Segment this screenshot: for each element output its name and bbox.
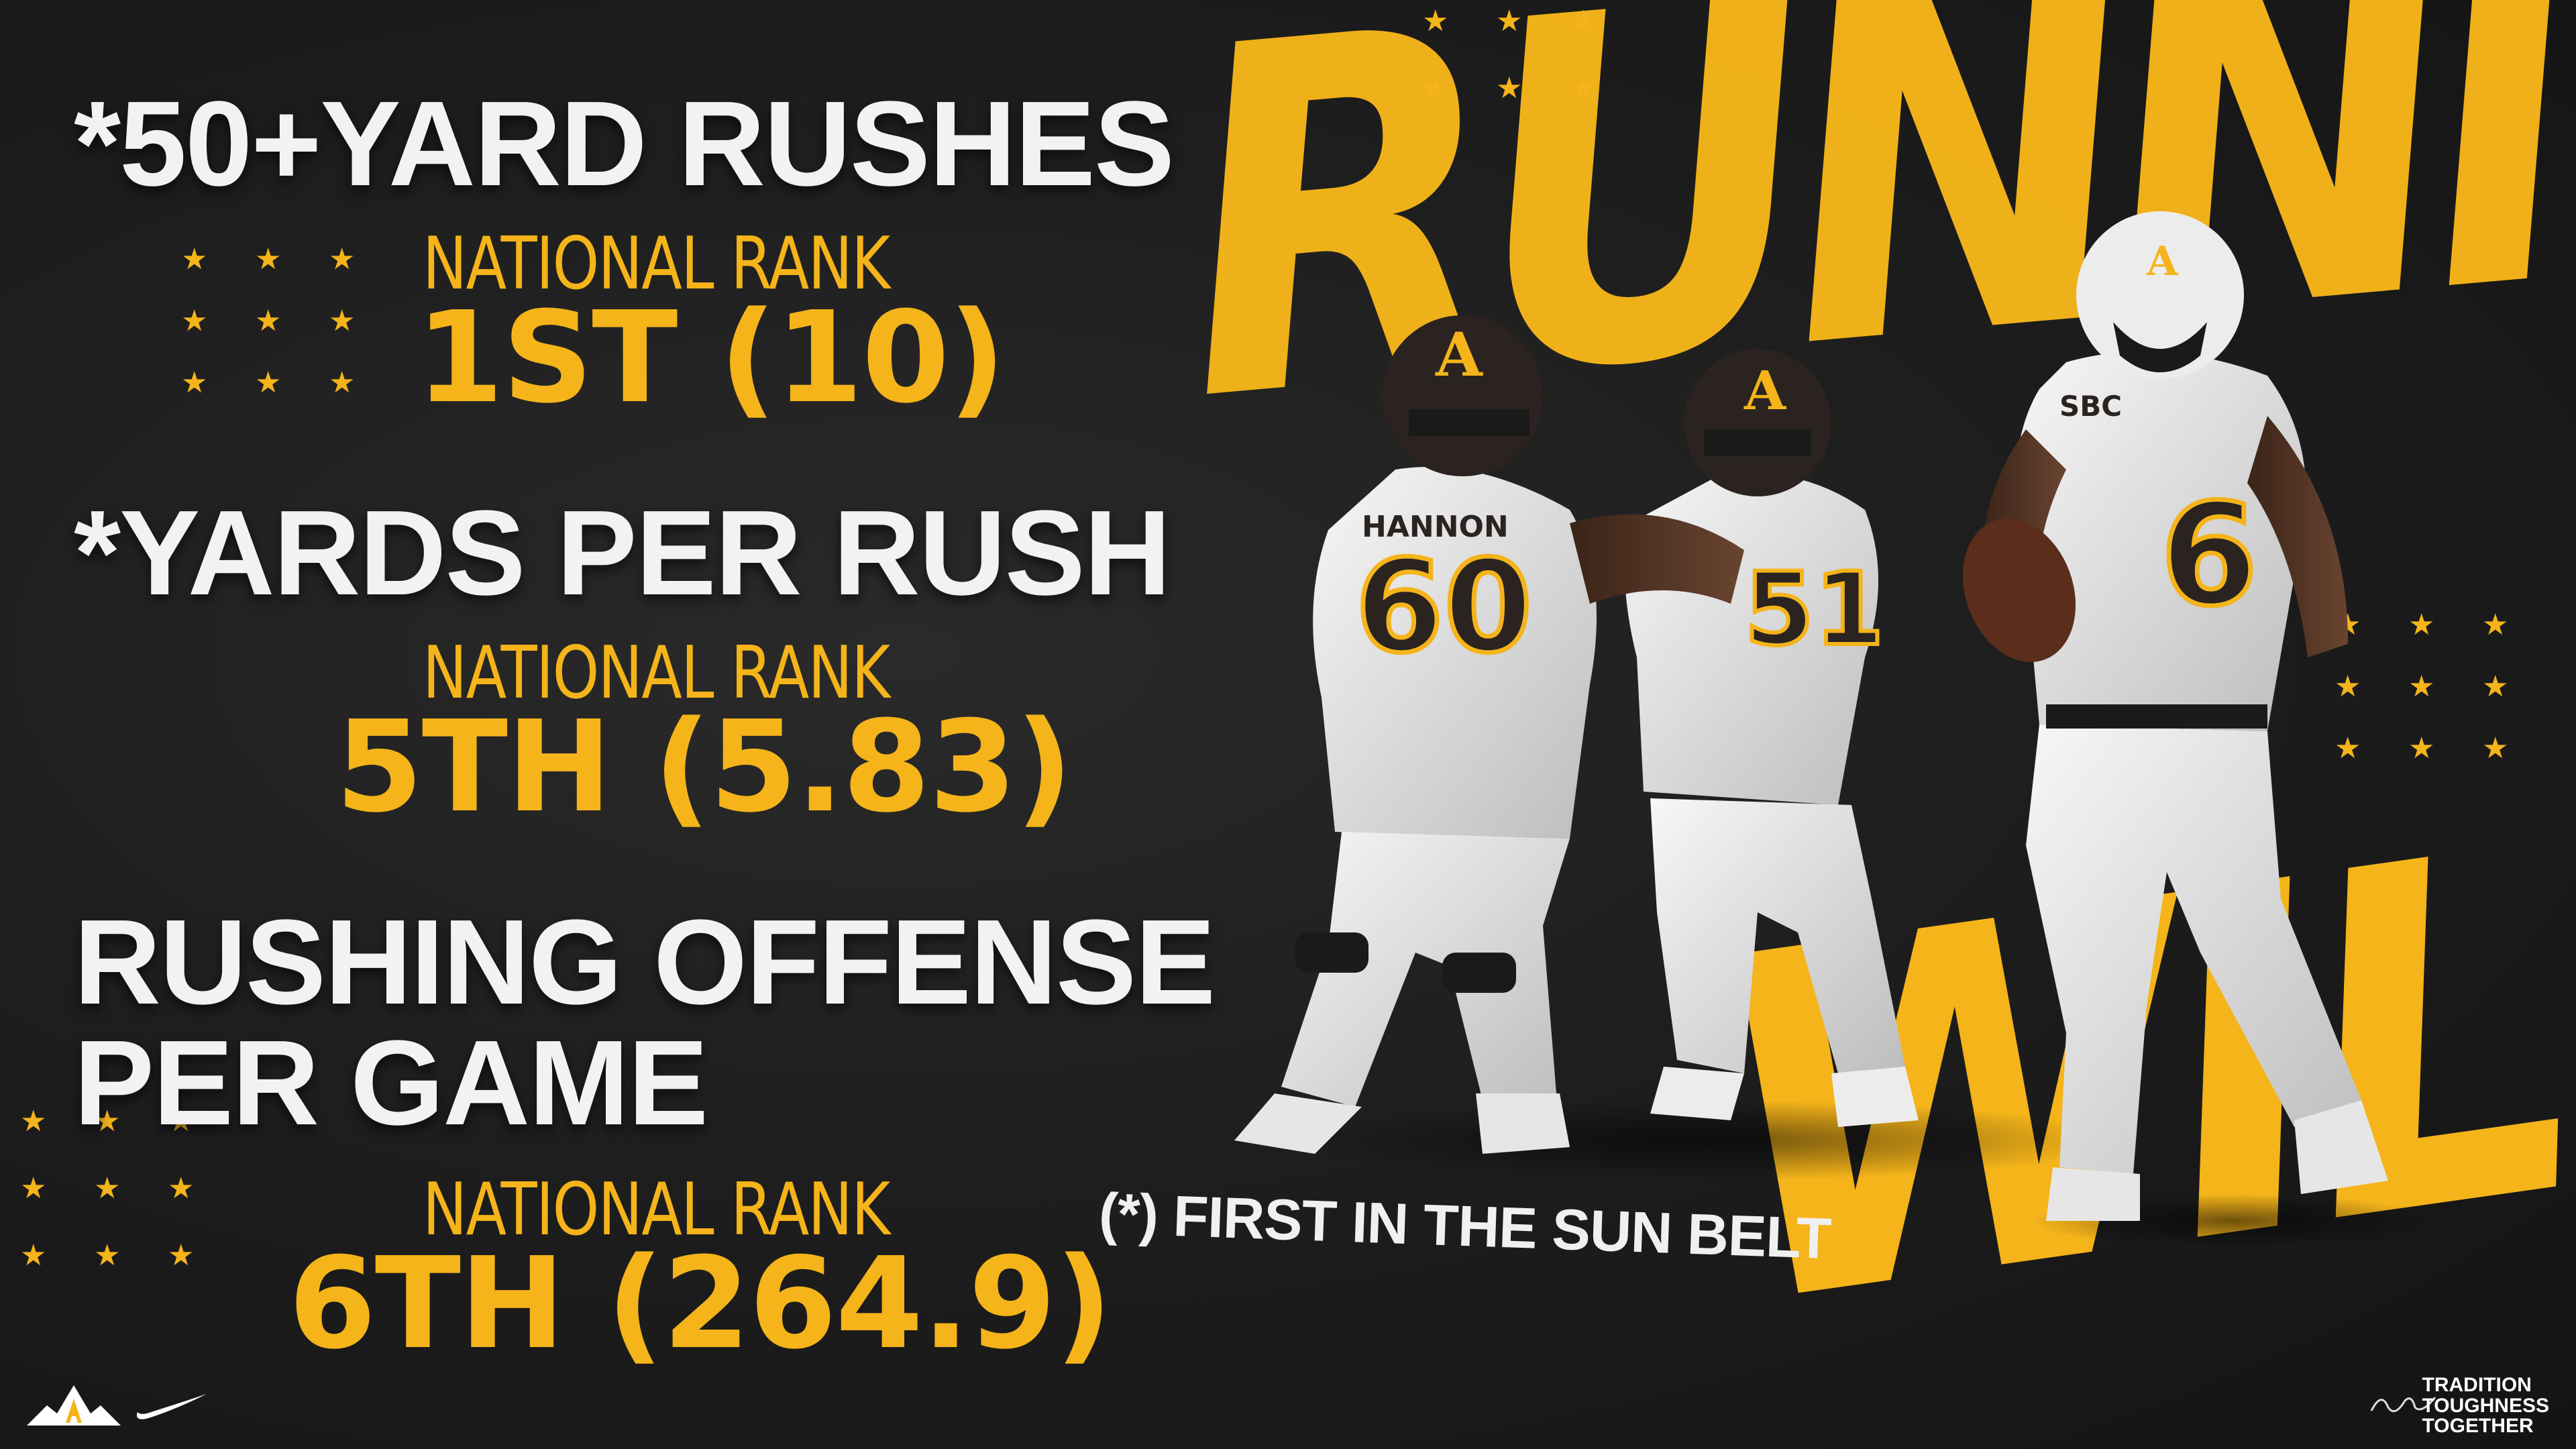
star-icon: ★ [181,366,208,399]
star-icon: ★ [255,243,282,276]
star-icon: ★ [181,243,208,276]
tradition-toughness-together-tagline: TRADITION TOUGHNESS TOGETHER [2422,1374,2549,1438]
stat-3-rank-label: NATIONAL RANK [423,1168,890,1252]
star-icon: ★ [2408,608,2435,641]
star-icon: ★ [168,1172,195,1205]
star-icon: ★ [2482,608,2509,641]
stat-2-rank-label: NATIONAL RANK [423,631,890,715]
mountain-a-logo-icon [27,1385,121,1426]
player-60-name: HANNON [1362,510,1509,544]
player-60-jersey-number: 60 [1355,533,1532,681]
swoosh-logo-icon [136,1394,207,1419]
star-icon: ★ [2334,732,2361,765]
star-icon: ★ [1570,72,1597,105]
star-icon: ★ [329,305,356,337]
stat-3-title: RUSHING OFFENSE [74,895,1216,1030]
player-51-jersey-number: 51 [1744,551,1884,668]
star-icon: ★ [1570,5,1597,38]
star-icon: ★ [329,243,356,276]
player-60-helmet-letter: A [1435,319,1483,390]
star-icon: ★ [168,1239,195,1272]
star-icon: ★ [2334,670,2361,703]
star-icon: ★ [94,1172,121,1205]
star-icon: ★ [181,305,208,337]
star-icon: ★ [20,1172,47,1205]
star-icon: ★ [1496,72,1523,105]
star-cluster-top-center: ★ ★ ★ ★ ★ ★ [1422,5,1597,103]
star-icon: ★ [2482,670,2509,703]
star-cluster-top-left: ★ ★ ★ ★ ★ ★ ★ ★ ★ [181,245,356,399]
star-icon: ★ [255,305,282,337]
player-6-jersey-number: 6 [2160,473,2258,637]
star-icon: ★ [255,366,282,399]
player-6: A SBC 6 [1962,211,2388,1221]
stat-1-rank-value: 1ST (10) [416,284,1006,431]
star-icon: ★ [2408,670,2435,703]
player-51-helmet-letter: A [1743,359,1786,422]
stat-3-rank-value: 6TH (264.9) [288,1230,1112,1377]
stat-1-rank-label: NATIONAL RANK [423,222,890,306]
star-icon: ★ [1496,5,1523,38]
star-icon: ★ [168,1105,195,1138]
star-icon: ★ [20,1105,47,1138]
signature-icon [2370,1397,2436,1413]
stat-3-title-line-2: PER GAME [74,1016,708,1150]
players-illustration: A 51 A HANNON 60 [1234,211,2435,1248]
star-icon: ★ [329,366,356,399]
player-60: A HANNON 60 [1234,315,1744,1154]
star-icon: ★ [94,1105,121,1138]
player-6-helmet-letter: A [2146,238,2179,285]
star-icon: ★ [20,1239,47,1272]
stat-2-title: *YARDS PER RUSH [74,486,1171,621]
star-icon: ★ [2482,732,2509,765]
player-51: A 51 [1625,349,1919,1127]
stat-2-rank-value: 5TH (5.83) [335,694,1073,841]
star-icon: ★ [2408,732,2435,765]
star-icon: ★ [1422,5,1449,38]
star-cluster-bottom-left: ★ ★ ★ ★ ★ ★ ★ ★ ★ [20,1107,195,1275]
star-icon: ★ [1422,72,1449,105]
player-6-chest-patch: SBC [2059,390,2122,423]
star-icon: ★ [94,1239,121,1272]
stat-1-title: *50+YARD RUSHES [74,76,1175,211]
